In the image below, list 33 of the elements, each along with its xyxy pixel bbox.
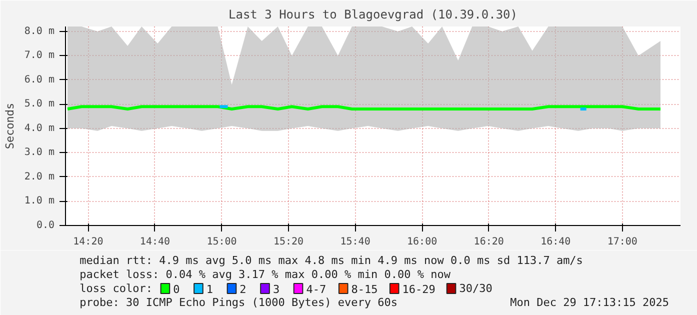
legend-label: 4-7 bbox=[306, 283, 326, 296]
y-tick-label: 6.0 m bbox=[24, 74, 55, 86]
y-tick-label: 1.0 m bbox=[24, 196, 55, 207]
x-tick-label: 16:20 bbox=[474, 236, 504, 248]
x-tick-label: 15:00 bbox=[206, 236, 237, 248]
legend-label: 3 bbox=[272, 283, 280, 296]
y-tick-label: 3.0 m bbox=[24, 147, 55, 158]
y-tick-label: 5.0 m bbox=[24, 98, 55, 110]
text: median rtt: 4.9 ms avg 5.0 ms max 4.8 ms min 4.9 ms now 0.0 ms sd 113.7 am/s bbox=[80, 254, 583, 267]
text: probe: 30 ICMP Echo Pings (1000 Bytes) every 60s bbox=[80, 296, 398, 309]
x-tick-label: 17:00 bbox=[607, 236, 638, 248]
legend-label: 2 bbox=[240, 283, 246, 296]
x-tick-label: 16:00 bbox=[407, 236, 438, 248]
x-tick-label: 15:20 bbox=[273, 236, 304, 248]
legend-label: 0 bbox=[173, 283, 180, 296]
y-tick-label: 4.0 m bbox=[24, 122, 55, 134]
legend-label: 30/30 bbox=[459, 282, 492, 295]
x-tick-label: 14:40 bbox=[140, 236, 170, 248]
y-tick-label: 7.0 m bbox=[24, 50, 55, 62]
legend-title: loss color: bbox=[80, 282, 152, 295]
y-tick-label: 8.0 m bbox=[24, 26, 55, 37]
legend-label: 16-29 bbox=[402, 283, 436, 296]
text: packet loss: 0.04 % avg 3.17 % max 0.00 % min 0.00 % now bbox=[80, 268, 451, 281]
legend-label: 1 bbox=[206, 283, 214, 296]
x-tick-label: 15:40 bbox=[340, 236, 370, 248]
x-tick-label: 16:40 bbox=[540, 236, 571, 248]
chart-title: Last 3 Hours to Blagoevgrad (10.39.0.30) bbox=[228, 8, 518, 22]
y-tick-label: 2.0 m bbox=[24, 171, 55, 182]
y-tick-label: 0.0 bbox=[36, 220, 54, 231]
text: Mon Dec 29 17:13:15 2025 bbox=[510, 296, 670, 309]
x-tick-label: 14:20 bbox=[73, 236, 104, 248]
legend-label: 8-15 bbox=[351, 283, 378, 296]
y-axis-title: Seconds bbox=[3, 102, 16, 150]
